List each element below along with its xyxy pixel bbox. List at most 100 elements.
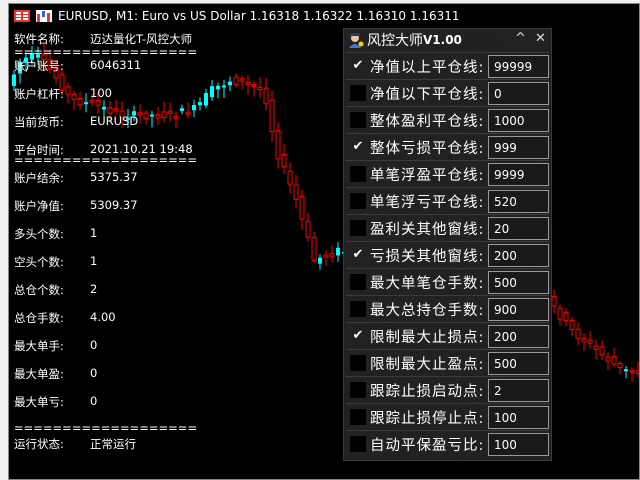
setting-input[interactable] xyxy=(488,109,549,132)
menu-grid-icon[interactable] xyxy=(14,10,30,22)
info-value: 5309.37 xyxy=(90,198,138,212)
candle-body xyxy=(30,52,34,60)
enable-checkbox[interactable] xyxy=(350,220,366,236)
candle-body xyxy=(263,87,269,105)
enable-checkbox[interactable] xyxy=(350,409,366,425)
enable-checkbox[interactable] xyxy=(350,355,366,371)
candle-body xyxy=(605,356,611,362)
setting-input[interactable] xyxy=(488,244,549,267)
enable-checkbox[interactable]: ✔ xyxy=(350,58,366,74)
info-label: 总仓手数: xyxy=(14,311,64,325)
setting-input[interactable] xyxy=(488,325,549,348)
candle-body xyxy=(150,114,154,117)
info-value: 100 xyxy=(90,86,112,100)
enable-checkbox[interactable] xyxy=(350,382,366,398)
setting-row: ✔ 限制最大止损点: xyxy=(346,322,549,348)
candle-body xyxy=(311,237,317,261)
enable-checkbox[interactable] xyxy=(350,274,366,290)
candle-body xyxy=(41,53,47,60)
chart-title: EURUSD, M1: Euro vs US Dollar 1.16318 1.… xyxy=(58,9,460,23)
candle-body xyxy=(575,328,581,339)
candle-body xyxy=(143,112,149,120)
info-label: 多头个数: xyxy=(14,227,64,241)
enable-checkbox[interactable]: ✔ xyxy=(350,247,366,263)
setting-input[interactable] xyxy=(488,82,549,105)
candle-body xyxy=(71,93,77,100)
setting-input[interactable] xyxy=(488,190,549,213)
info-label: =================== xyxy=(14,153,198,167)
info-value: 正常运行 xyxy=(90,437,136,451)
setting-input[interactable] xyxy=(488,271,549,294)
setting-input[interactable] xyxy=(488,163,549,186)
candle-body xyxy=(198,102,202,106)
enable-checkbox[interactable]: ✔ xyxy=(350,139,366,155)
setting-input[interactable] xyxy=(488,298,549,321)
candle-body xyxy=(119,110,125,118)
close-button[interactable]: ✕ xyxy=(535,31,546,46)
enable-checkbox[interactable] xyxy=(350,193,366,209)
setting-row: 最大总持仓手数: xyxy=(346,295,549,321)
enable-checkbox[interactable] xyxy=(350,301,366,317)
info-label: 账户杠杆: xyxy=(14,87,64,101)
candle-body xyxy=(624,369,628,372)
setting-input[interactable] xyxy=(488,136,549,159)
info-label: 账户账号: xyxy=(14,59,64,73)
info-value: 0 xyxy=(90,338,98,352)
info-label: =================== xyxy=(14,421,198,435)
setting-label: 整体亏损平仓线: xyxy=(370,141,485,157)
candle-body xyxy=(24,57,28,63)
user-avatar-icon xyxy=(349,33,364,48)
candle-body xyxy=(557,307,563,320)
setting-input[interactable] xyxy=(488,379,549,402)
enable-checkbox[interactable] xyxy=(350,112,366,128)
candle-body xyxy=(629,369,635,373)
setting-input[interactable] xyxy=(488,352,549,375)
candle-body xyxy=(210,86,214,97)
setting-label: 自动平保盈亏比: xyxy=(370,438,485,454)
candle-body xyxy=(65,86,71,95)
panel-titlebar[interactable]: 风控大师 V1.00 xyxy=(344,29,551,51)
info-label: 账户结余: xyxy=(14,171,64,185)
enable-checkbox[interactable] xyxy=(350,85,366,101)
enable-checkbox[interactable] xyxy=(350,166,366,182)
setting-row: 限制最大止盈点: xyxy=(346,349,549,375)
info-label: 最大单亏: xyxy=(14,395,64,409)
setting-label: 最大单笔仓手数: xyxy=(370,276,485,292)
candle-body xyxy=(192,104,196,111)
candle-body xyxy=(53,67,59,79)
setting-input[interactable] xyxy=(488,55,549,78)
candle-body xyxy=(635,370,640,375)
info-value: 2 xyxy=(90,282,98,296)
setting-label: 单笔浮亏平仓线: xyxy=(370,195,485,211)
chart-window-icon[interactable] xyxy=(36,10,52,22)
setting-label: 跟踪止损启动点: xyxy=(370,384,485,400)
candle-body xyxy=(167,110,173,114)
candle-body xyxy=(185,111,191,115)
enable-checkbox[interactable]: ✔ xyxy=(350,328,366,344)
candle-body xyxy=(180,108,184,111)
candle-body xyxy=(107,107,113,114)
info-value: 5375.37 xyxy=(90,170,138,184)
setting-label: 净值以下平仓线: xyxy=(370,87,485,103)
minimize-button[interactable]: ^ xyxy=(515,31,526,46)
info-label: 总仓个数: xyxy=(14,283,64,297)
enable-checkbox[interactable] xyxy=(350,436,366,452)
candle-body xyxy=(305,220,311,238)
candle-body xyxy=(84,102,88,105)
check-icon: ✔ xyxy=(352,58,364,73)
candle-body xyxy=(599,346,605,356)
candle-body xyxy=(287,170,293,185)
candle-body xyxy=(329,253,335,257)
candle-body xyxy=(161,111,167,118)
setting-input[interactable] xyxy=(488,217,549,240)
setting-input[interactable] xyxy=(488,433,549,456)
setting-row: 最大单笔仓手数: xyxy=(346,268,549,294)
chart-header: EURUSD, M1: Euro vs US Dollar 1.16318 1.… xyxy=(14,9,460,23)
candle-body xyxy=(233,76,239,85)
info-value: 4.00 xyxy=(90,310,116,324)
info-value: 1 xyxy=(90,226,98,240)
setting-input[interactable] xyxy=(488,406,549,429)
candle-body xyxy=(269,99,275,133)
setting-row: 跟踪止损启动点: xyxy=(346,376,549,402)
